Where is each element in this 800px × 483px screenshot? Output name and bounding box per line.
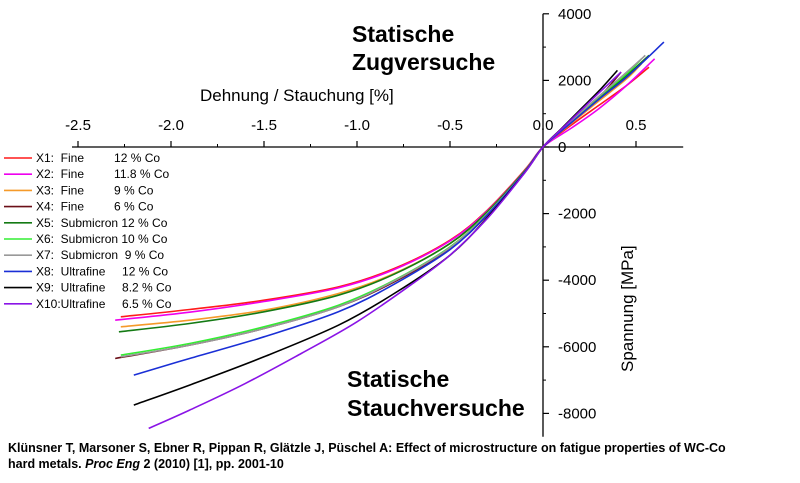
title-bottom-line1: Statische <box>347 366 449 392</box>
y-tick-label: -8000 <box>558 405 596 422</box>
citation-volume: 2 (2010) [1], pp. 2001-10 <box>143 457 284 471</box>
y-tick-label: 2000 <box>558 72 591 89</box>
x-tick-label: -2.5 <box>65 117 91 134</box>
series-curves <box>115 41 665 430</box>
citation-line1: Klünsner T, Marsoner S, Ebner R, Pippan … <box>8 441 726 455</box>
y-tick-label: 4000 <box>558 6 591 23</box>
title-top-line2: Zugversuche <box>352 49 495 75</box>
legend-label: X9: Ultrafine 8.2 % Co <box>36 281 172 295</box>
x-tick-label: 0.0 <box>533 117 554 134</box>
title-top-line1: Statische <box>352 21 454 47</box>
x-tick-label: -2.0 <box>158 117 184 134</box>
legend-label: X8: Ultrafine 12 % Co <box>36 264 168 278</box>
x-tick-label: 0.5 <box>626 117 647 134</box>
title-bottom-line2: Stauchversuche <box>347 395 525 421</box>
y-tick-label: -2000 <box>558 206 596 223</box>
legend-label: X5: Submicron 12 % Co <box>36 216 168 230</box>
legend-label: X2: Fine 11.8 % Co <box>36 167 169 181</box>
y-ticks: 4000 2000 0 -2000 -4000 -6000 -8000 <box>543 6 596 422</box>
legend-label: X7: Submicron 9 % Co <box>36 248 164 262</box>
citation: Klünsner T, Marsoner S, Ebner R, Pippan … <box>8 440 798 472</box>
legend: X1: Fine 12 % Co X2: Fine 11.8 % Co X3: Fi… <box>4 151 172 311</box>
series-line <box>133 41 665 376</box>
legend-label: X1: Fine 12 % Co <box>36 151 160 165</box>
y-tick-label: -4000 <box>558 272 596 289</box>
x-tick-label: -1.0 <box>344 117 370 134</box>
citation-title-end: hard metals. <box>8 457 82 471</box>
legend-label: X6: Submicron 10 % Co <box>36 232 168 246</box>
series-line <box>148 71 622 430</box>
legend-label: X3: Fine 9 % Co <box>36 183 154 197</box>
legend-label: X10:Ultrafine 6.5 % Co <box>36 297 172 311</box>
citation-line2: hard metals. Proc Eng 2 (2010) [1], pp. … <box>8 456 798 472</box>
y-tick-label: 0 <box>558 139 566 156</box>
x-tick-label: -0.5 <box>437 117 463 134</box>
x-tick-label: -1.5 <box>251 117 277 134</box>
y-tick-label: -6000 <box>558 339 596 356</box>
x-ticks: -2.5 -2.0 -1.5 -1.0 -0.5 0.0 0.5 <box>65 117 646 147</box>
x-axis-label: Dehnung / Stauchung [%] <box>200 86 394 105</box>
y-axis-label: Spannung [MPa] <box>618 245 637 372</box>
axes: -2.5 -2.0 -1.5 -1.0 -0.5 0.0 0.5 4000 2000 0 -200… <box>65 6 684 437</box>
legend-label: X4: Fine 6 % Co <box>36 200 154 214</box>
citation-journal: Proc Eng <box>85 457 140 471</box>
